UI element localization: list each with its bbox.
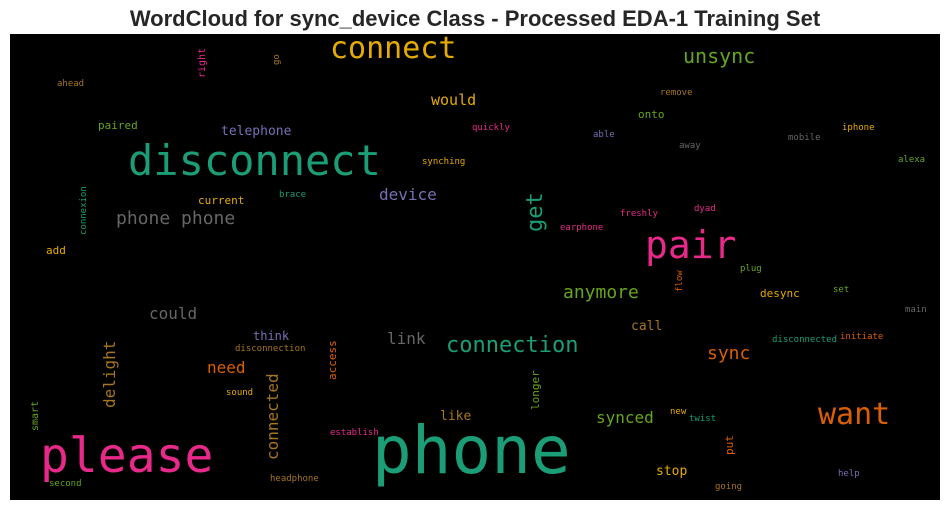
word-set: set <box>833 285 850 295</box>
word-link: link <box>387 329 426 348</box>
word-brace: brace <box>279 190 307 200</box>
word-sound: sound <box>226 388 254 398</box>
word-current: current <box>198 194 245 207</box>
word-able: able <box>593 130 615 140</box>
word-smart: smart <box>30 400 41 431</box>
word-want: want <box>818 397 891 432</box>
word-going: going <box>715 482 743 492</box>
word-cloud: phone please disconnect pair want connec… <box>10 34 940 500</box>
word-plug: plug <box>740 264 762 274</box>
word-paired: paired <box>98 119 138 132</box>
word-freshly: freshly <box>620 209 658 219</box>
word-ahead: ahead <box>57 79 85 89</box>
word-right: right <box>197 47 208 78</box>
word-iphone: iphone <box>842 123 875 133</box>
word-anymore: anymore <box>563 282 639 303</box>
word-main: main <box>905 305 927 315</box>
word-second: second <box>49 479 82 489</box>
word-establish: establish <box>330 428 379 438</box>
word-sync: sync <box>707 343 751 364</box>
word-earphone: earphone <box>560 223 604 233</box>
word-like: like <box>440 409 472 424</box>
chart-title: WordCloud for sync_device Class - Proces… <box>129 6 821 31</box>
word-new: new <box>670 407 687 417</box>
word-phone-phone: phone phone <box>116 208 236 229</box>
word-remove: remove <box>660 88 693 98</box>
word-connect: connect <box>330 34 457 66</box>
word-go: go <box>272 54 282 65</box>
word-disconnection: disconnection <box>235 344 306 354</box>
word-get: get <box>523 192 548 232</box>
word-help: help <box>838 469 860 479</box>
word-desync: desync <box>760 287 800 300</box>
word-quickly: quickly <box>472 123 510 133</box>
word-initiate: initiate <box>840 332 884 342</box>
word-need: need <box>207 358 246 377</box>
word-onto: onto <box>638 108 665 121</box>
word-add: add <box>46 244 66 257</box>
word-access: access <box>326 340 339 380</box>
word-disconnected: disconnected <box>772 335 838 345</box>
word-synced: synced <box>596 408 654 427</box>
word-delight: delight <box>100 340 119 408</box>
word-synching: synching <box>422 157 466 167</box>
word-connected: connected <box>263 373 282 460</box>
word-longer: longer <box>529 370 542 410</box>
word-headphone: headphone <box>270 474 319 484</box>
word-connexion: connexion <box>79 186 89 235</box>
word-think: think <box>253 329 290 343</box>
word-stop: stop <box>656 464 688 479</box>
word-twist: twist <box>689 414 717 424</box>
word-phone: phone <box>372 412 571 489</box>
word-would: would <box>431 91 477 109</box>
word-please: please <box>40 428 214 484</box>
word-flow: flow <box>675 270 685 292</box>
word-call: call <box>631 319 663 334</box>
word-put: put <box>723 435 736 455</box>
word-unsync: unsync <box>683 44 756 68</box>
word-could: could <box>149 304 198 323</box>
word-alexa: alexa <box>898 155 926 165</box>
word-device: device <box>379 185 437 204</box>
word-pair: pair <box>645 223 737 267</box>
word-telephone: telephone <box>221 124 292 139</box>
word-disconnect: disconnect <box>128 136 381 185</box>
word-mobile: mobile <box>788 133 821 143</box>
word-dyad: dyad <box>694 204 716 214</box>
word-connection: connection <box>446 333 579 358</box>
word-away: away <box>679 141 701 151</box>
